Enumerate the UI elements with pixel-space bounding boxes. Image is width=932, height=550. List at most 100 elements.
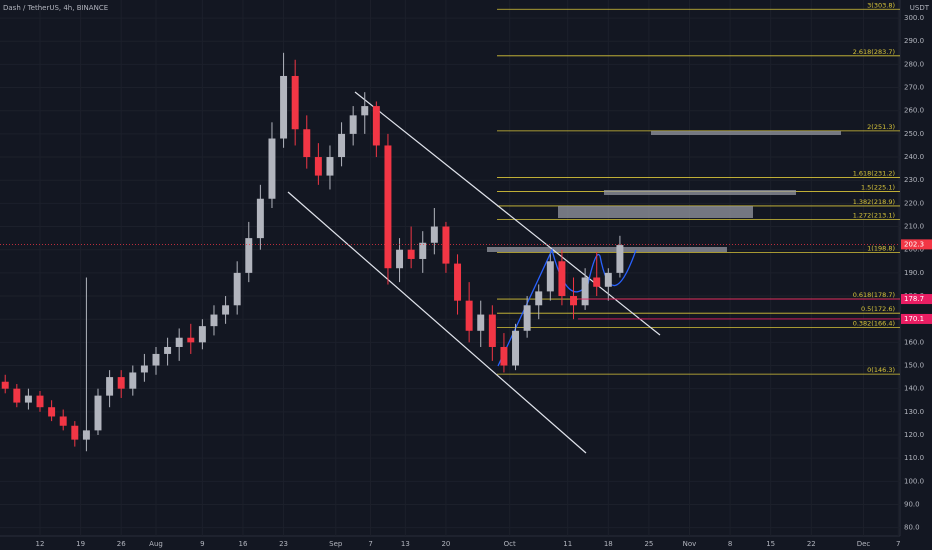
x-tick-label: 15 bbox=[766, 540, 775, 548]
x-tick-label: Dec bbox=[857, 540, 871, 548]
candle-body bbox=[1, 381, 9, 389]
y-tick-label: 260.0 bbox=[904, 107, 924, 115]
candle-body bbox=[593, 277, 601, 287]
fib-label: 1.618(231.2) bbox=[853, 169, 895, 177]
candle-body bbox=[140, 365, 148, 373]
y-tick-label: 150.0 bbox=[904, 362, 924, 370]
candle-body bbox=[535, 291, 543, 306]
x-tick-label: 19 bbox=[76, 540, 85, 548]
x-tick-label: 7 bbox=[368, 540, 372, 548]
candle-body bbox=[372, 106, 380, 146]
candle-body bbox=[256, 198, 264, 239]
x-tick-label: 22 bbox=[807, 540, 816, 548]
candle-body bbox=[245, 238, 253, 273]
axes: 80.0 90.0 100.0 110.0 120.0 130.0 140.0 150.0 16… bbox=[0, 14, 932, 548]
candle-body bbox=[430, 226, 438, 243]
y-tick-label: 80.0 bbox=[904, 524, 920, 532]
price-tag-label: 170.1 bbox=[904, 315, 924, 323]
candle-body bbox=[500, 346, 508, 366]
candle-body bbox=[187, 337, 195, 343]
candle-body bbox=[338, 133, 346, 158]
trendline bbox=[354, 91, 661, 336]
fib-label: 3(303.8) bbox=[867, 1, 895, 9]
y-tick-label: 250.0 bbox=[904, 130, 924, 138]
fib-levels: 3(303.8) 2.618(283.7) 2(251.3) 1.618(231.2)… bbox=[497, 1, 900, 375]
y-tick-label: 300.0 bbox=[904, 14, 924, 22]
candle-body bbox=[616, 245, 624, 273]
y-tick-label: 200.0 bbox=[904, 246, 924, 254]
y-tick-label: 290.0 bbox=[904, 37, 924, 45]
grid bbox=[0, 0, 900, 536]
candle-body bbox=[407, 249, 415, 259]
y-tick-label: 210.0 bbox=[904, 223, 924, 231]
x-tick-label: 13 bbox=[401, 540, 410, 548]
fib-label: 1.5(225.1) bbox=[861, 184, 895, 192]
candle-body bbox=[349, 115, 357, 134]
candle-body bbox=[233, 272, 241, 306]
y-tick-label: 120.0 bbox=[904, 431, 924, 439]
x-tick-label: Oct bbox=[504, 540, 516, 548]
fib-label: 0.382(166.4) bbox=[853, 320, 895, 328]
y-tick-label: 130.0 bbox=[904, 408, 924, 416]
x-tick-label: 16 bbox=[239, 540, 248, 548]
x-tick-label: 23 bbox=[279, 540, 288, 548]
y-tick-label: 160.0 bbox=[904, 338, 924, 346]
candle-body bbox=[546, 261, 554, 292]
candle-body bbox=[581, 277, 589, 306]
trendline bbox=[287, 191, 587, 454]
candles bbox=[1, 52, 624, 452]
y-tick-label: 110.0 bbox=[904, 454, 924, 462]
candle-body bbox=[210, 314, 218, 327]
candle-body bbox=[523, 305, 531, 331]
candle-body bbox=[604, 272, 612, 287]
candle-body bbox=[59, 416, 67, 426]
candle-body bbox=[268, 138, 276, 199]
candle-body bbox=[117, 377, 125, 389]
candle-body bbox=[71, 425, 79, 440]
fib-label: 0.618(178.7) bbox=[853, 291, 895, 299]
candle-body bbox=[129, 372, 137, 389]
chart-title: Dash / TetherUS, 4h, BINANCE bbox=[3, 4, 108, 12]
y-tick-label: 220.0 bbox=[904, 199, 924, 207]
y-tick-label: 190.0 bbox=[904, 269, 924, 277]
candle-body bbox=[361, 106, 369, 116]
x-tick-label: 25 bbox=[644, 540, 653, 548]
zone bbox=[487, 247, 727, 252]
fib-label: 1(198.8) bbox=[867, 244, 895, 252]
candle-body bbox=[291, 75, 299, 130]
pattern-line bbox=[497, 248, 637, 367]
candle-body bbox=[465, 300, 473, 331]
candle-body bbox=[454, 263, 462, 301]
candle-body bbox=[512, 330, 520, 366]
candle-body bbox=[303, 129, 311, 158]
candle-body bbox=[94, 395, 102, 431]
zone bbox=[604, 190, 796, 195]
candle-body bbox=[477, 314, 485, 331]
x-tick-label: Aug bbox=[149, 540, 163, 548]
zones bbox=[487, 131, 841, 252]
candle-body bbox=[198, 326, 206, 343]
price-tag-label: 178.7 bbox=[904, 295, 924, 303]
x-tick-label: 20 bbox=[441, 540, 450, 548]
candle-body bbox=[48, 407, 56, 417]
zone bbox=[651, 131, 841, 135]
y-tick-label: 270.0 bbox=[904, 84, 924, 92]
x-tick-label: 7 bbox=[896, 540, 900, 548]
x-tick-label: Nov bbox=[683, 540, 697, 548]
y-tick-label: 230.0 bbox=[904, 176, 924, 184]
zone bbox=[558, 206, 753, 218]
candle-body bbox=[384, 145, 392, 269]
candle-body bbox=[488, 314, 496, 347]
fib-label: 1.382(218.9) bbox=[853, 198, 895, 206]
candle-body bbox=[442, 226, 450, 264]
price-tag bbox=[901, 313, 932, 324]
candle-body bbox=[106, 377, 114, 396]
candle-body bbox=[314, 157, 322, 176]
price-tag bbox=[901, 239, 932, 250]
fib-label: 2(251.3) bbox=[867, 123, 895, 131]
fib-label: 2.618(283.7) bbox=[853, 48, 895, 56]
candle-body bbox=[13, 388, 21, 403]
